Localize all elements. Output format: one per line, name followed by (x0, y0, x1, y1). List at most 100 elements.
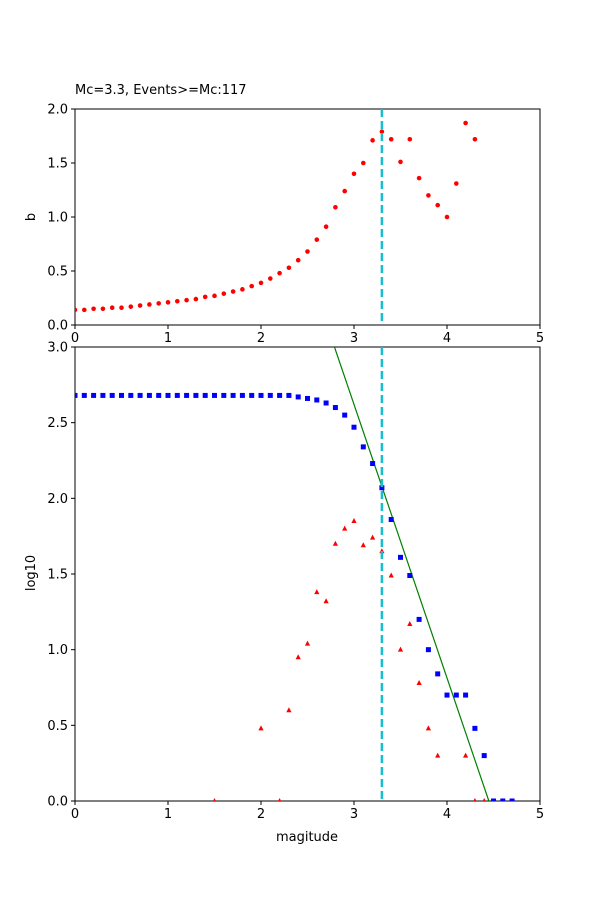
bottom-point-triangle (379, 548, 385, 554)
top-axes-frame (74, 108, 541, 326)
bottom-point-triangle (314, 589, 320, 595)
bottom-point-square (463, 692, 469, 698)
bottom-point-triangle (473, 798, 477, 801)
top-chart-title: Mc=3.3, Events>=Mc:117 (75, 83, 247, 98)
bottom-x-axis-label: magitude (276, 830, 338, 845)
top-point (305, 249, 310, 254)
top-point (286, 265, 292, 271)
bottom-point-triangle (286, 707, 292, 713)
bottom-point-square (286, 392, 292, 398)
top-y-tick-label: 2.0 (47, 103, 68, 118)
bottom-point-square (109, 392, 115, 398)
top-point (221, 291, 227, 296)
top-x-tick-label: 5 (536, 331, 544, 346)
bottom-point-triangle (360, 542, 366, 548)
bottom-point-square (258, 392, 264, 398)
top-point (75, 307, 78, 313)
top-point (165, 300, 171, 305)
top-point (109, 305, 115, 311)
bottom-point-square (221, 392, 227, 398)
bottom-point-square (416, 616, 422, 622)
bottom-point-square (425, 647, 431, 653)
top-point (212, 293, 217, 299)
bottom-y-tick-label: 3.0 (47, 341, 68, 356)
bottom-axes-frame (74, 346, 541, 802)
bottom-point-triangle (416, 679, 422, 685)
bottom-point-triangle (407, 620, 413, 626)
top-x-tick-label: 0 (71, 331, 79, 346)
bottom-point-square (75, 392, 78, 398)
bottom-plot-area: 0 1 2 3 4 5 0.0 0.5 1.0 1.5 2.0 2.5 3.0 (47, 341, 544, 823)
bottom-x-tick-label: 4 (443, 807, 451, 822)
bottom-point-square (156, 392, 162, 398)
bottom-point-triangle (278, 798, 282, 801)
bottom-y-tick-label: 2.0 (47, 492, 68, 507)
top-point (193, 296, 199, 302)
bottom-point-square (472, 725, 478, 731)
bottom-point-square (388, 517, 394, 523)
top-point (128, 304, 134, 309)
bottom-point-square (249, 392, 255, 398)
top-point (435, 202, 441, 208)
top-point (314, 237, 320, 242)
top-point (240, 287, 245, 292)
bottom-y-axis-label: log10 (24, 555, 39, 591)
bottom-point-square (342, 412, 348, 418)
bottom-point-square (212, 392, 217, 398)
top-point (388, 136, 394, 142)
bottom-point-square (323, 400, 329, 406)
bottom-point-triangle (482, 798, 486, 801)
bottom-point-square (119, 392, 124, 398)
top-point (258, 280, 264, 286)
bottom-point-square (491, 798, 496, 801)
top-point (277, 270, 282, 276)
bottom-point-triangle (397, 646, 404, 652)
bottom-point-square (137, 392, 143, 398)
top-point (295, 257, 301, 263)
bottom-point-triangle (425, 725, 431, 731)
top-x-tick-label: 3 (350, 331, 358, 346)
top-point (323, 224, 329, 230)
bottom-point-triangle (342, 525, 348, 531)
top-point (202, 294, 208, 300)
top-point (175, 298, 180, 304)
top-y-tick-label: 1.5 (47, 157, 68, 172)
top-point (333, 204, 338, 210)
bottom-point-square (165, 392, 171, 398)
bottom-x-tick-label: 2 (257, 807, 265, 822)
bottom-y-tick-label: 2.5 (47, 416, 68, 431)
bottom-point-square (398, 554, 403, 560)
bottom-point-square (239, 392, 245, 398)
bottom-point-square (332, 405, 338, 411)
top-point (361, 160, 366, 166)
bottom-point-square (481, 753, 487, 759)
bottom-point-square (379, 485, 385, 491)
top-y-axis-label: b (24, 213, 39, 221)
top-point (454, 181, 459, 186)
bottom-point-square (128, 392, 134, 398)
top-point (416, 175, 422, 181)
bottom-point-square (500, 798, 506, 801)
bottom-point-square (314, 397, 320, 403)
bottom-x-tick-label: 0 (71, 807, 79, 822)
top-point (268, 276, 273, 281)
top-point (147, 302, 152, 307)
bottom-point-square (351, 424, 357, 430)
top-point (351, 171, 357, 177)
top-point (426, 193, 431, 198)
top-x-tick-label: 1 (164, 331, 172, 346)
bottom-point-triangle (295, 654, 301, 660)
bottom-point-square (370, 461, 376, 467)
top-plot-area: 0 1 2 3 4 5 0.0 0.5 1.0 1.5 2.0 (47, 103, 544, 347)
bottom-point-triangle (323, 598, 329, 604)
bottom-y-tick-label: 1.5 (47, 568, 68, 583)
top-point (119, 305, 124, 311)
bottom-point-square (184, 392, 190, 398)
top-point (230, 289, 236, 294)
top-x-tick-label: 2 (257, 331, 265, 346)
top-point (100, 306, 106, 312)
bottom-point-triangle (212, 798, 217, 801)
bottom-point-triangle (435, 752, 441, 758)
top-point (472, 136, 478, 142)
